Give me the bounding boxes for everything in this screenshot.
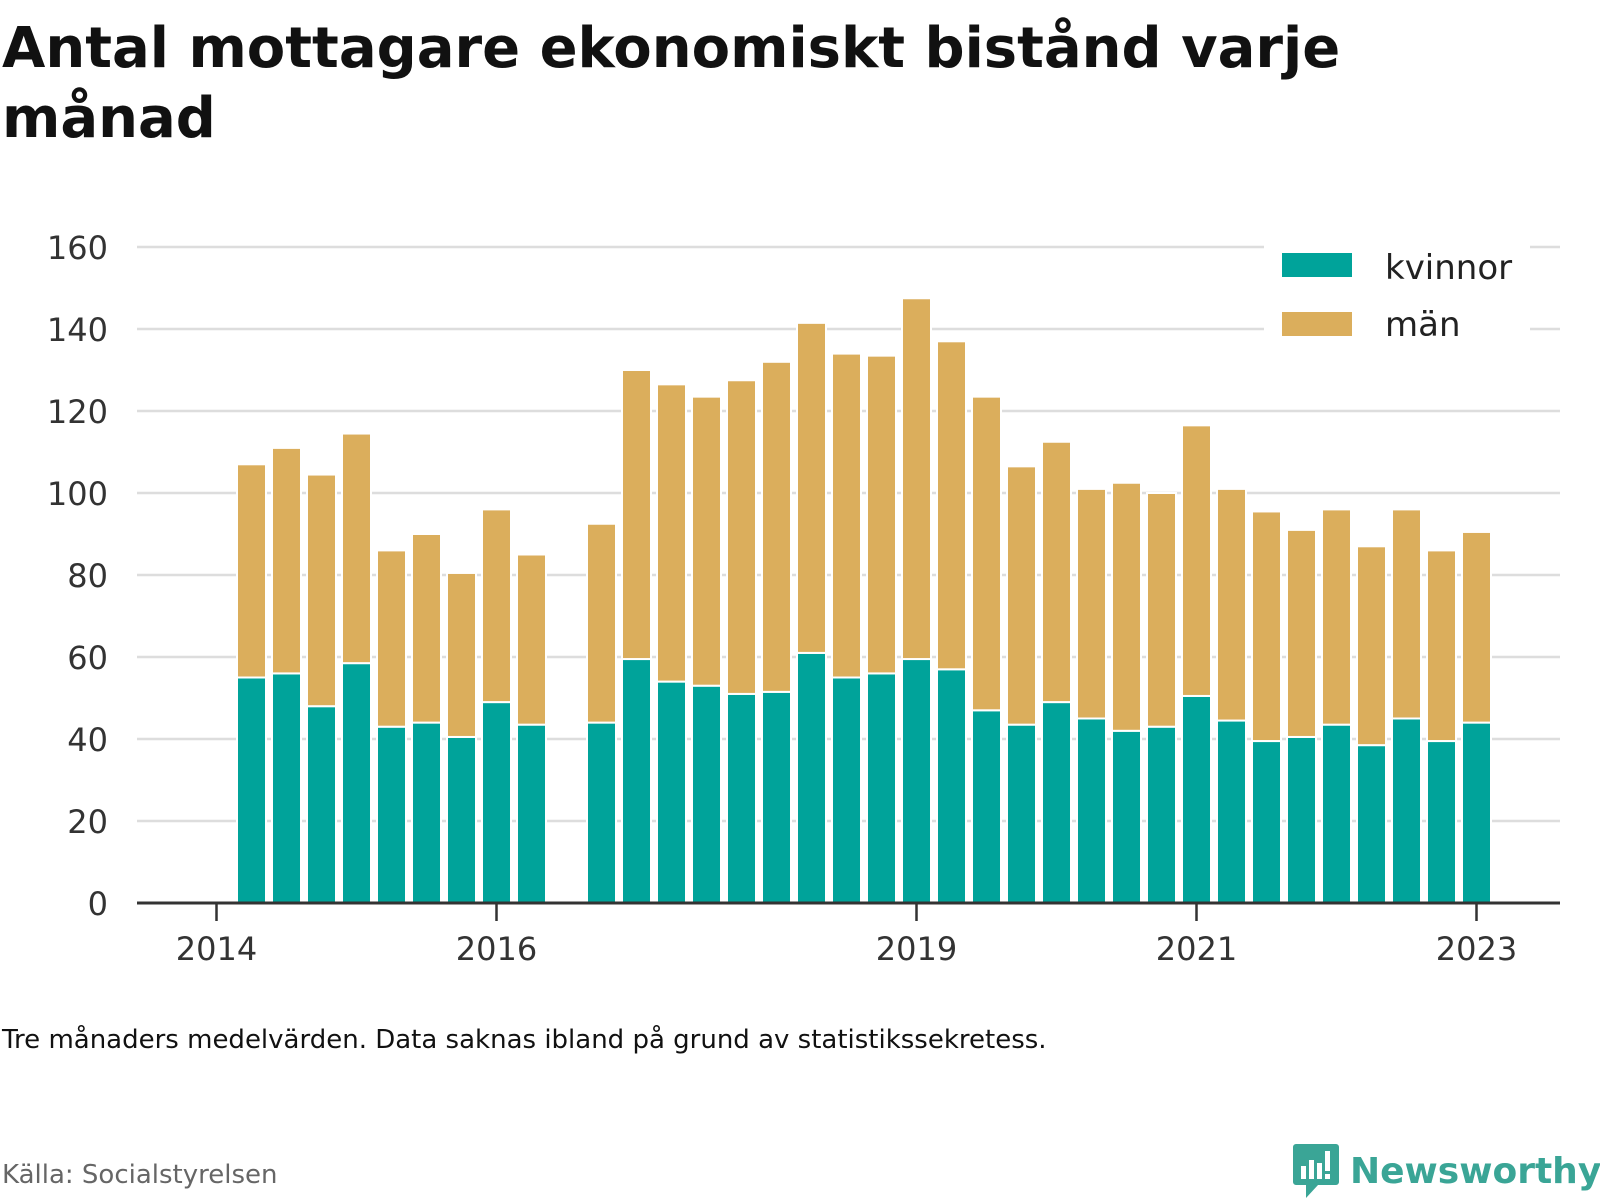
bar-kvinnor [1216, 719, 1247, 904]
bar-man [1251, 510, 1282, 743]
y-tick-label: 80 [67, 557, 108, 595]
y-tick-label: 60 [67, 639, 108, 677]
legend-swatch-man [1282, 312, 1352, 336]
bar-kvinnor [1321, 723, 1352, 905]
bar-kvinnor [376, 725, 407, 905]
brand-logo: Newsworthy [1292, 1142, 1600, 1200]
y-tick-label: 160 [47, 229, 108, 267]
bar-man [901, 297, 932, 661]
chart-title: Antal mottagare ekonomiskt bistånd varje… [2, 16, 1341, 151]
bar-man [341, 432, 372, 665]
bar-man [516, 553, 547, 726]
bar-man [1006, 465, 1037, 726]
newsworthy-logo-icon [1293, 1144, 1339, 1198]
bar-man [726, 379, 757, 695]
brand-name: Newsworthy [1350, 1150, 1600, 1192]
legend-swatch-kvinnor [1282, 253, 1352, 277]
bar-man [481, 508, 512, 704]
bar-kvinnor [1006, 723, 1037, 905]
y-tick-label: 100 [47, 475, 108, 513]
bar-man [1146, 492, 1177, 728]
bar-kvinnor [1391, 717, 1422, 904]
bar-man [1391, 508, 1422, 720]
chart-note: Tre månaders medelvärden. Data saknas ib… [2, 1025, 1047, 1055]
bar-kvinnor [1146, 725, 1177, 905]
bar-man [411, 533, 442, 724]
bar-man [1181, 424, 1212, 697]
bar-man [1041, 440, 1072, 704]
bar-kvinnor [306, 705, 337, 905]
bar-kvinnor [866, 672, 897, 905]
bar-man [1111, 481, 1142, 732]
x-tick-label: 2016 [456, 930, 537, 968]
bar-man [796, 321, 827, 654]
bar-kvinnor [1251, 740, 1282, 904]
bar-kvinnor [1041, 701, 1072, 904]
bar-kvinnor [1356, 744, 1387, 905]
bar-man [656, 383, 687, 683]
source-label: Källa: Socialstyrelsen [2, 1160, 278, 1190]
x-axis-ticks: 2014 2016 2019 2021 2023 [176, 903, 1517, 968]
y-tick-label: 140 [47, 311, 108, 349]
bar-kvinnor [936, 668, 967, 904]
bar-kvinnor [1461, 721, 1492, 904]
bar-man [1216, 487, 1247, 722]
bar-man [1461, 530, 1492, 724]
bar-kvinnor [236, 676, 267, 904]
bar-kvinnor [831, 676, 862, 904]
y-tick-label: 120 [47, 393, 108, 431]
bar-man [761, 360, 792, 693]
bar-man [306, 473, 337, 708]
bar-kvinnor [586, 721, 617, 904]
bar-kvinnor [446, 735, 477, 905]
bar-kvinnor [971, 709, 1002, 904]
bar-man [831, 352, 862, 679]
bar-kvinnor [761, 690, 792, 904]
bar-man [866, 354, 897, 675]
bar-man [271, 446, 302, 675]
bars [236, 297, 1492, 905]
bar-man [446, 571, 477, 738]
bar-kvinnor [726, 692, 757, 905]
bar-kvinnor [1426, 740, 1457, 904]
bar-man [586, 522, 617, 724]
x-tick-label: 2019 [876, 930, 957, 968]
y-tick-label: 0 [88, 885, 108, 923]
bar-kvinnor [271, 672, 302, 905]
bar-kvinnor [796, 651, 827, 905]
bar-kvinnor [901, 658, 932, 904]
bar-kvinnor [341, 662, 372, 905]
x-tick-label: 2023 [1436, 930, 1517, 968]
bar-man [971, 395, 1002, 712]
bar-kvinnor [516, 723, 547, 905]
bar-kvinnor [1111, 729, 1142, 904]
bar-kvinnor [1286, 735, 1317, 905]
bar-kvinnor [411, 721, 442, 904]
legend-label-man: män [1385, 305, 1461, 345]
bar-kvinnor [1181, 694, 1212, 905]
bar-kvinnor [691, 684, 722, 905]
bar-kvinnor [656, 680, 687, 904]
bar-man [1286, 528, 1317, 738]
x-tick-label: 2021 [1156, 930, 1237, 968]
bar-kvinnor [481, 701, 512, 904]
legend: kvinnor män [1264, 244, 1530, 354]
bar-man [1076, 487, 1107, 720]
y-axis-ticks: 0 20 40 60 80 100 120 140 160 [47, 229, 108, 923]
bar-man [691, 395, 722, 687]
bar-kvinnor [621, 658, 652, 904]
bar-man [376, 549, 407, 728]
bar-man [1426, 549, 1457, 743]
y-tick-label: 40 [67, 721, 108, 759]
bar-man [936, 340, 967, 671]
bar-man [621, 369, 652, 661]
bar-man [1321, 508, 1352, 726]
y-tick-label: 20 [67, 803, 108, 841]
bar-kvinnor [1076, 717, 1107, 904]
bar-man [236, 463, 267, 679]
legend-label-kvinnor: kvinnor [1385, 248, 1512, 288]
bar-man [1356, 545, 1387, 747]
x-tick-label: 2014 [176, 930, 257, 968]
